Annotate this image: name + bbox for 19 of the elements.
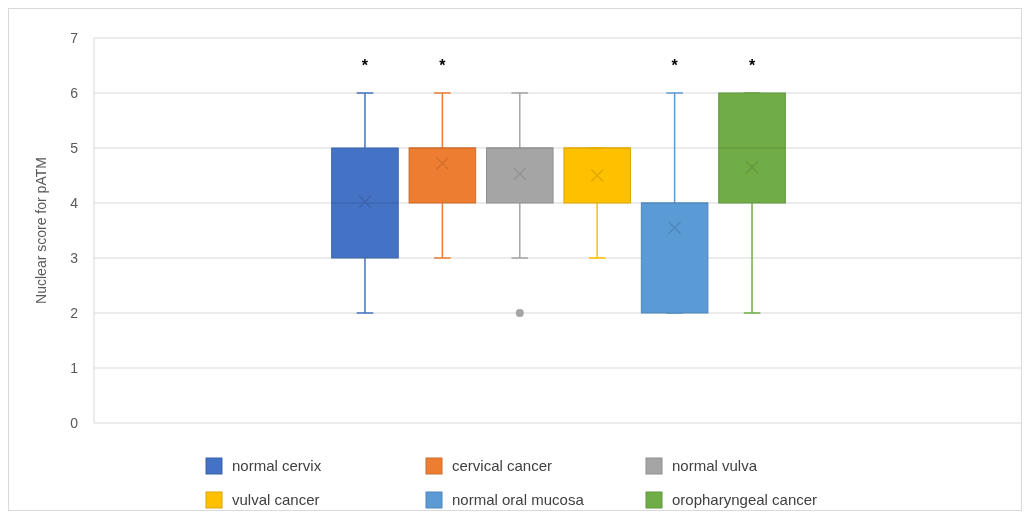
legend-label: normal cervix — [232, 457, 322, 475]
y-tick-label: 1 — [70, 359, 79, 376]
y-tick-label: 3 — [70, 249, 79, 266]
legend-label: normal oral mucosa — [452, 491, 585, 509]
legend-label: vulval cancer — [232, 491, 320, 509]
text: * — [439, 57, 446, 74]
legend-label: cervical cancer — [452, 457, 553, 475]
y-tick-label: 4 — [70, 194, 79, 211]
text: * — [361, 57, 369, 74]
legend-label: oropharyngeal cancer — [672, 491, 818, 509]
y-tick-label: 0 — [70, 414, 79, 431]
y-tick-label: 6 — [70, 84, 79, 101]
legend-label: normal vulva — [672, 457, 758, 475]
y-tick-label: 2 — [70, 304, 79, 321]
text: * — [748, 57, 756, 74]
y-axis-title: Nuclear score for pATM — [33, 157, 49, 304]
y-tick-label: 5 — [70, 139, 79, 156]
text: * — [671, 57, 678, 74]
y-tick-label: 7 — [70, 29, 79, 46]
